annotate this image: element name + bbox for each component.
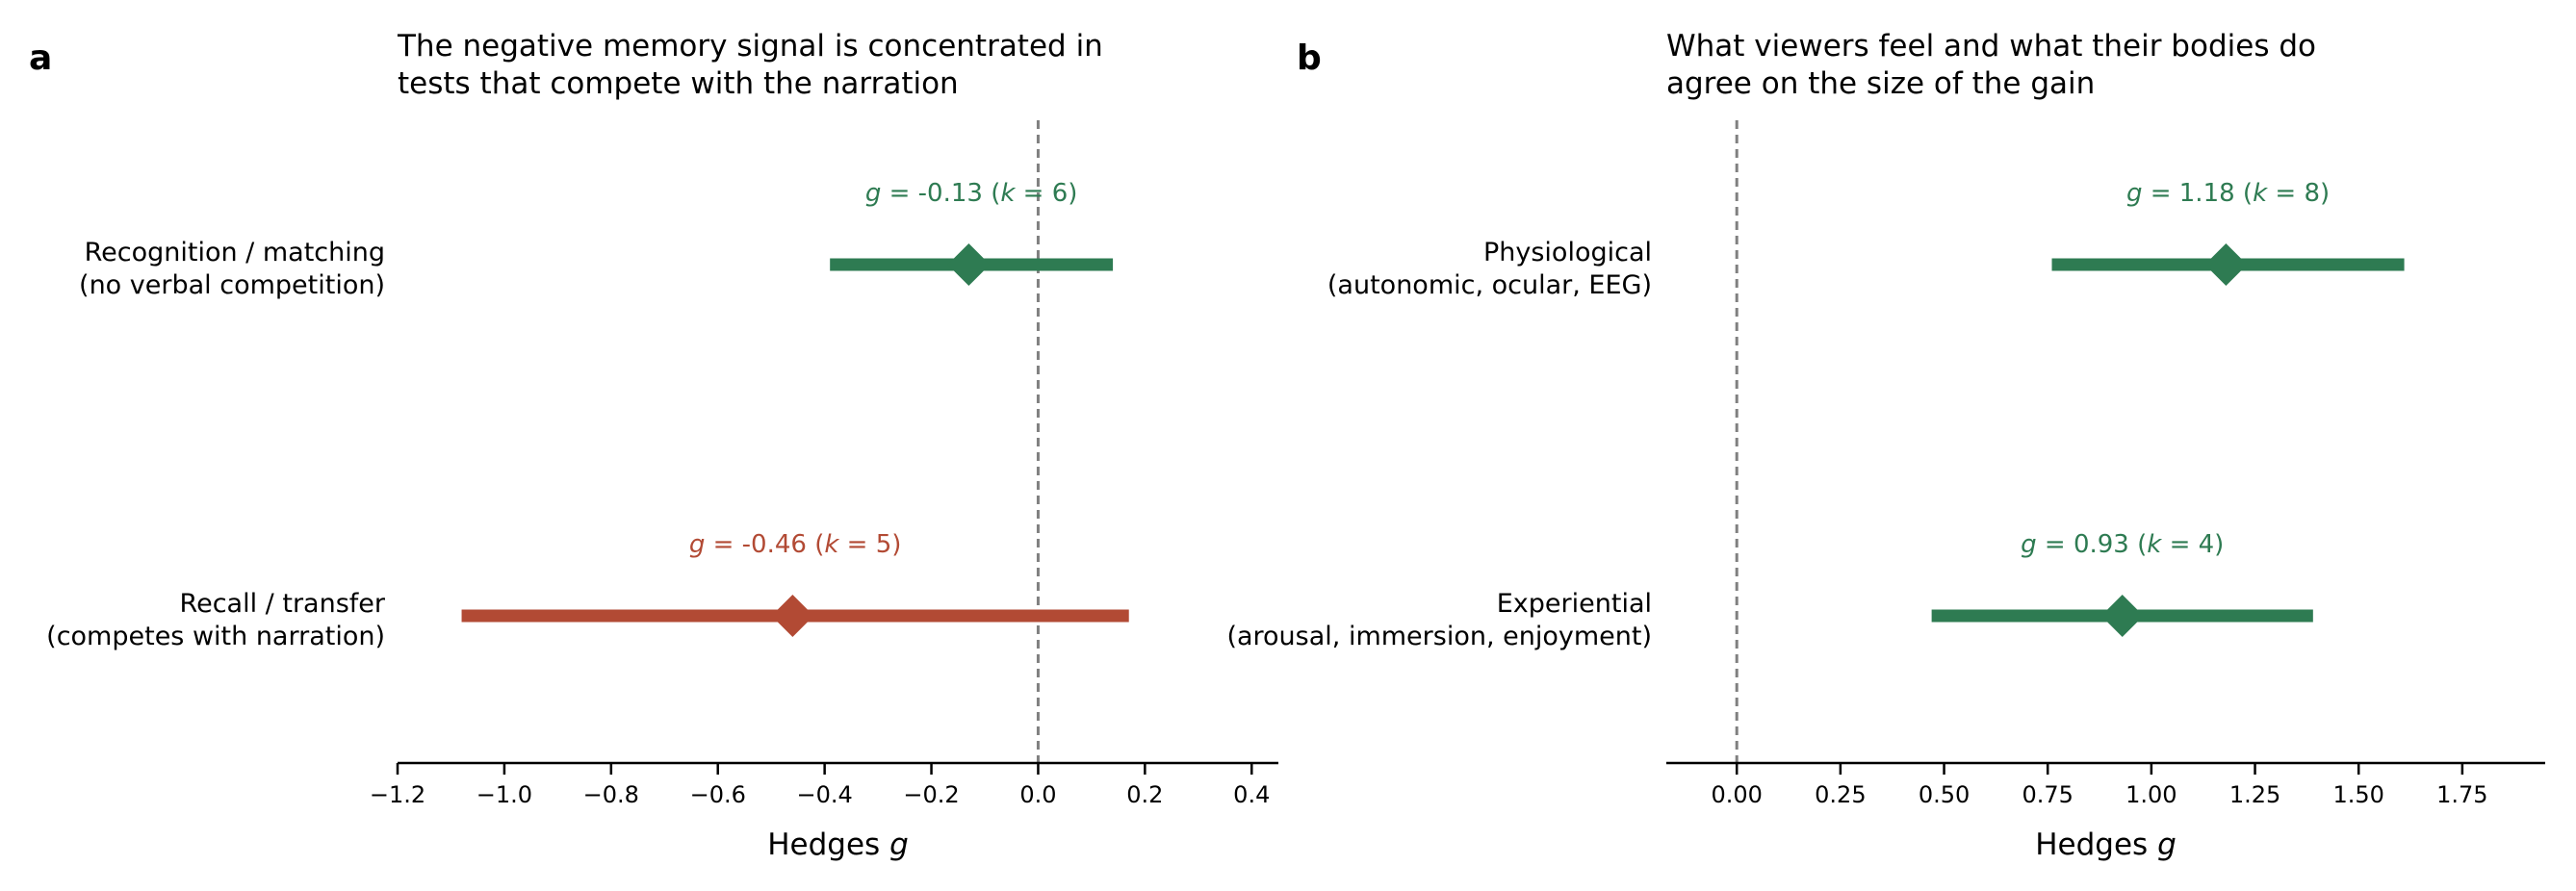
chart-title-line: agree on the size of the gain — [1666, 66, 2095, 101]
x-tick-label: 0.50 — [1919, 781, 1970, 808]
x-tick-label: −0.2 — [903, 781, 959, 808]
estimate-label: g = 0.93 (k = 4) — [2021, 530, 2224, 559]
chart-title-line: tests that compete with the narration — [398, 66, 959, 101]
x-tick-label: 1.75 — [2436, 781, 2487, 808]
x-tick-label: 1.50 — [2332, 781, 2383, 808]
category-label-line: Recall / transfer — [180, 589, 386, 619]
x-tick-label: 0.4 — [1233, 781, 1270, 808]
category-label-line: Recognition / matching — [85, 238, 385, 267]
x-tick-label: 0.0 — [1019, 781, 1056, 808]
x-axis-label: Hedges g — [767, 827, 909, 862]
category-label-line: (no verbal competition) — [79, 270, 385, 300]
category-label-line: (autonomic, ocular, EEG) — [1327, 270, 1652, 300]
category-label-line: (competes with narration) — [46, 622, 385, 651]
category-label-line: (arousal, immersion, enjoyment) — [1226, 622, 1652, 651]
chart-title-line: What viewers feel and what their bodies … — [1666, 29, 2316, 64]
x-tick-label: −0.6 — [690, 781, 746, 808]
point-estimate-diamond — [2100, 595, 2144, 637]
point-estimate-diamond — [2204, 243, 2248, 286]
point-estimate-diamond — [771, 595, 814, 637]
panel-b: b What viewers feel and what their bodies… — [1226, 29, 2545, 862]
x-tick-label: 1.25 — [2229, 781, 2280, 808]
category-label-line: Experiential — [1497, 589, 1652, 619]
point-estimate-diamond — [947, 243, 991, 286]
x-tick-label: −0.4 — [796, 781, 852, 808]
x-tick-label: −0.8 — [583, 781, 639, 808]
x-tick-label: 0.2 — [1126, 781, 1163, 808]
x-tick-label: 1.00 — [2125, 781, 2177, 808]
x-tick-label: 0.25 — [1815, 781, 1866, 808]
x-axis-label: Hedges g — [2035, 827, 2177, 862]
x-tick-label: 0.00 — [1711, 781, 1762, 808]
panel-letter: a — [29, 38, 52, 78]
estimate-label: g = -0.13 (k = 6) — [865, 179, 1078, 208]
estimate-label: g = -0.46 (k = 5) — [689, 530, 902, 559]
chart-title-line: The negative memory signal is concentrat… — [397, 29, 1103, 64]
estimate-label: g = 1.18 (k = 8) — [2126, 179, 2330, 208]
x-tick-label: 0.75 — [2022, 781, 2073, 808]
x-tick-label: −1.2 — [370, 781, 425, 808]
panel-a: a The negative memory signal is concentra… — [29, 29, 1278, 862]
category-label-line: Physiological — [1483, 238, 1652, 267]
panel-letter: b — [1297, 38, 1322, 78]
x-tick-label: −1.0 — [477, 781, 532, 808]
